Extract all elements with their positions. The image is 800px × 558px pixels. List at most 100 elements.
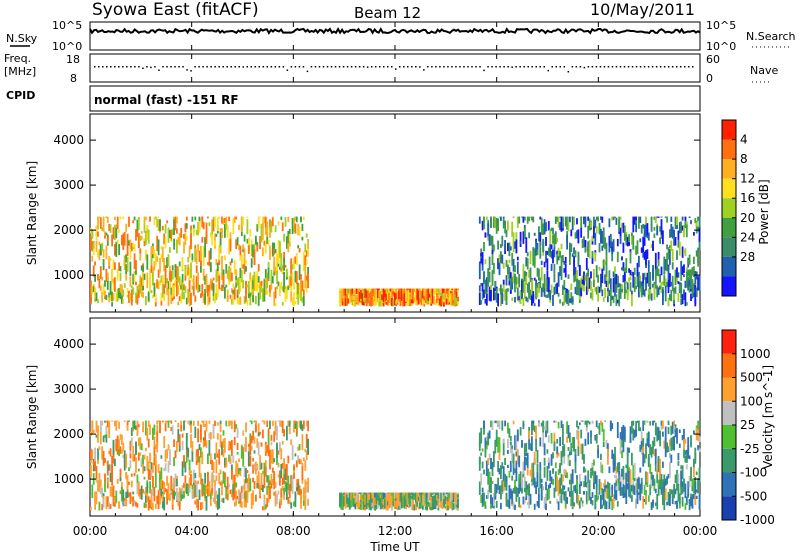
echo-cell [214,480,216,488]
echo-cell [540,217,543,228]
echo-cell [438,298,441,305]
echo-cell [532,294,535,301]
echo-cell [505,275,508,286]
echo-cell [490,477,492,493]
echo-cell [577,229,580,244]
echo-cell [194,216,197,221]
echo-cell [639,427,642,432]
echo-cell [219,424,222,433]
echo-cell [619,474,622,488]
freq-point [326,66,329,68]
echo-cell [515,276,518,285]
echo-cell [556,499,559,504]
echo-cell [132,273,135,285]
echo-cell [187,265,190,276]
echo-cell [438,492,441,504]
echo-cell [650,293,653,301]
colorbar-segment [722,198,736,218]
echo-cell [580,497,583,502]
echo-cell [361,492,364,495]
echo-cell [652,499,654,506]
echo-cell [273,458,276,463]
echo-cell [676,276,678,283]
echo-cell [554,231,557,244]
freq-point [138,66,140,68]
echo-cell [161,494,164,502]
echo-cell [546,251,549,255]
echo-cell [683,428,685,444]
echo-cell [392,500,395,507]
echo-cell [494,292,497,300]
echo-cell [415,494,417,502]
echo-cell [214,292,216,304]
echo-cell [243,466,246,478]
echo-cell [304,448,307,453]
echo-cell [358,288,361,290]
echo-cell [152,295,154,299]
echo-cell [532,462,535,478]
echo-cell [597,449,599,459]
echo-cell [420,495,423,503]
echo-cell [271,449,274,465]
echo-cell [170,238,173,242]
echo-cell [229,267,232,282]
echo-cell [512,232,515,247]
colorbar-segment [722,353,736,378]
echo-cell [447,497,450,506]
echo-cell [677,473,680,487]
echo-cell [218,275,221,290]
echo-cell [128,290,130,303]
echo-cell [669,294,671,301]
echo-cell [378,302,381,307]
echo-cell [652,268,654,279]
echo-cell [629,270,632,276]
echo-cell [574,267,577,281]
echo-cell [490,458,492,470]
echo-cell [95,491,98,505]
echo-cell [153,444,156,457]
echo-cell [293,466,295,471]
echo-cell [235,216,238,220]
echo-cell [123,255,126,259]
echo-cell [684,292,687,307]
echo-cell [616,478,619,483]
echo-cell [502,284,505,292]
echo-cell [657,216,660,218]
echo-cell [540,287,543,297]
freq-tick-bottom: 8 [70,72,77,85]
echo-cell [115,420,118,423]
echo-cell [378,495,381,503]
echo-cell [150,290,153,294]
freq-point [382,66,385,68]
echo-cell [604,485,606,492]
echo-cell [638,494,640,499]
cpid-panel [89,85,701,112]
echo-cell [688,505,691,511]
freq-point [362,66,365,68]
echo-cell [621,284,623,294]
echo-cell [307,420,309,432]
freq-point [102,66,104,68]
echo-cell [664,293,667,302]
echo-cell [422,492,424,495]
echo-cell [691,267,694,276]
freq-point [238,66,240,68]
echo-cell [504,240,506,252]
echo-cell [693,232,695,236]
echo-cell [525,457,528,466]
echo-cell [495,219,498,234]
echo-cell [129,453,132,459]
echo-cell [577,251,580,267]
echo-cell [109,448,112,457]
echo-cell [257,284,260,289]
echo-cell [207,471,209,487]
echo-cell [695,222,698,227]
echo-cell [481,220,484,231]
echo-cell [264,223,267,235]
echo-cell [526,297,529,303]
echo-cell [259,286,261,300]
echo-cell [222,471,225,484]
echo-cell [546,294,549,298]
echo-cell [140,485,143,500]
echo-cell [495,437,498,447]
